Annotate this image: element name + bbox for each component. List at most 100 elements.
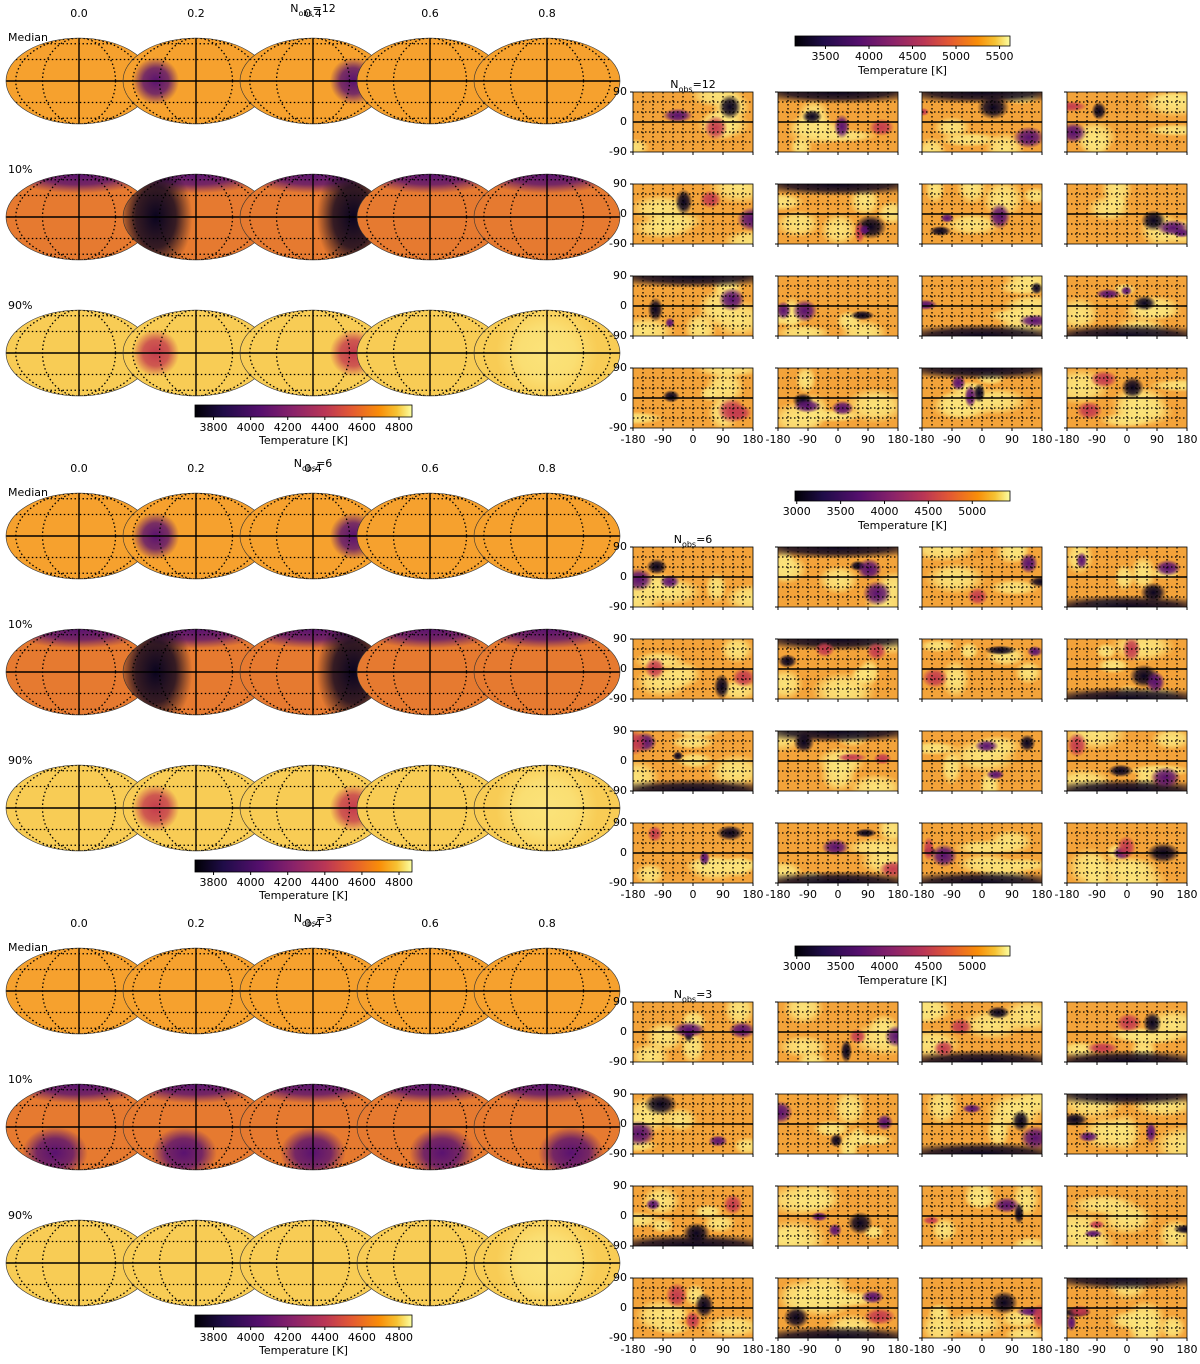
x-tick-label: -90 — [1088, 888, 1106, 901]
colorbar-tick-label: 3500 — [811, 50, 839, 63]
spot — [633, 568, 654, 592]
spot — [1068, 1305, 1092, 1318]
spot — [22, 1127, 88, 1170]
x-tick-label: 0 — [690, 1343, 697, 1356]
x-tick-label: 180 — [743, 888, 764, 901]
spot — [732, 667, 753, 688]
title-subscript: obs — [302, 919, 316, 928]
y-tick-label: -90 — [609, 876, 627, 889]
y-tick-label: 90 — [613, 1087, 627, 1100]
spot — [856, 558, 882, 581]
spot — [778, 654, 797, 668]
spot — [1019, 1125, 1042, 1150]
spot — [718, 94, 742, 120]
panel-title: Nobs=6 — [294, 457, 333, 473]
x-tick-label: 180 — [743, 1343, 764, 1356]
y-tick-label: 0 — [620, 1117, 627, 1130]
surface-map — [633, 547, 753, 607]
stellar-surface — [6, 174, 152, 260]
spot — [1083, 1229, 1103, 1238]
spot — [860, 1290, 885, 1304]
spot — [1018, 314, 1042, 328]
spot — [863, 1307, 896, 1325]
stellar-surface — [474, 1220, 620, 1306]
x-tick-label: 180 — [1032, 1343, 1053, 1356]
x-tick-label: -180 — [766, 433, 791, 446]
panel-title: Nobs=3 — [674, 988, 713, 1004]
surface-map — [778, 368, 898, 428]
spot — [1150, 766, 1181, 789]
spot — [643, 1094, 678, 1116]
surface-map — [1067, 1094, 1187, 1154]
limb — [473, 37, 621, 125]
bright-patch — [633, 1042, 671, 1062]
y-tick-label: -90 — [609, 600, 627, 613]
spot — [674, 189, 693, 215]
bright-patch — [646, 210, 704, 232]
phase-label: 0.8 — [538, 7, 556, 20]
spot — [1115, 1013, 1142, 1033]
surface-map — [922, 547, 1042, 607]
spot — [1172, 228, 1187, 238]
limb — [473, 173, 621, 261]
bright-patch — [795, 368, 817, 394]
row-label: 90% — [8, 299, 32, 312]
row-label: 10% — [8, 618, 32, 631]
spot — [718, 287, 745, 312]
x-tick-label: 0 — [1124, 433, 1131, 446]
bright-patch — [669, 734, 716, 750]
x-tick-label: 180 — [888, 433, 909, 446]
spot — [988, 203, 1011, 230]
x-tick-label: -90 — [1088, 1343, 1106, 1356]
bright-patch — [708, 857, 753, 873]
spot — [1085, 1042, 1119, 1054]
colorbar-tick-label: 4500 — [914, 960, 942, 973]
phase-label: 0.8 — [538, 917, 556, 930]
x-tick-label: -90 — [799, 888, 817, 901]
bright-patch — [732, 1136, 753, 1154]
bright-patch — [719, 639, 753, 664]
x-tick-label: -90 — [654, 433, 672, 446]
stellar-surface — [474, 310, 620, 396]
spot — [699, 190, 722, 209]
x-tick-label: -180 — [621, 433, 646, 446]
spot — [1067, 1313, 1077, 1332]
spot — [684, 1310, 701, 1330]
spot — [1140, 582, 1167, 603]
spot — [728, 1021, 753, 1039]
limb — [473, 628, 621, 716]
colorbar-tick-label: 4600 — [348, 421, 376, 434]
spot — [884, 1025, 898, 1048]
spot — [1075, 551, 1088, 570]
stellar-surface — [474, 1084, 620, 1170]
phase-label: 0.2 — [187, 917, 205, 930]
spot — [1121, 376, 1145, 399]
colorbar-tick-label: 4500 — [899, 50, 927, 63]
spot — [665, 1282, 688, 1309]
y-tick-label: 90 — [613, 361, 627, 374]
x-tick-label: -90 — [799, 1343, 817, 1356]
surface-map — [778, 276, 898, 336]
colorbar-tick-label: 4800 — [385, 876, 413, 889]
y-tick-label: -90 — [609, 1147, 627, 1160]
spot — [659, 574, 680, 589]
spot — [940, 213, 955, 223]
title-subscript: obs — [302, 464, 316, 473]
limb — [473, 764, 621, 852]
surface-map — [778, 1002, 898, 1062]
bright-patch — [1086, 195, 1132, 222]
bright-patch — [1140, 92, 1187, 118]
y-tick-label: 90 — [613, 724, 627, 737]
y-tick-label: 0 — [620, 1209, 627, 1222]
stellar-surface — [240, 948, 386, 1034]
spot — [922, 836, 935, 861]
colorbar-tick-label: 4400 — [311, 421, 339, 434]
surface-map — [1067, 823, 1187, 883]
surface-map — [922, 368, 1042, 428]
spot — [778, 1100, 793, 1124]
row-label: Median — [8, 31, 48, 44]
colorbar-tick-label: 4400 — [311, 1331, 339, 1344]
spot — [151, 1127, 217, 1170]
colorbar-tick-label: 4800 — [385, 421, 413, 434]
